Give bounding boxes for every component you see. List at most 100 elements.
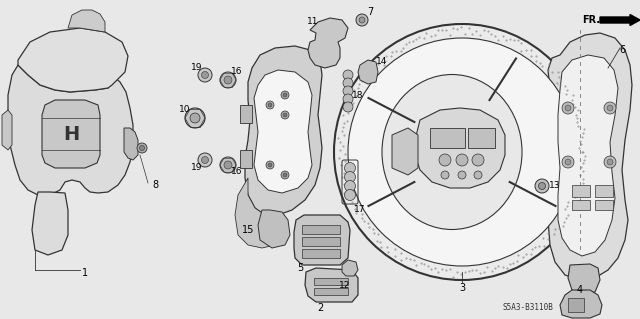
Text: 4: 4	[577, 285, 583, 295]
Polygon shape	[32, 192, 68, 255]
Text: H: H	[63, 124, 79, 144]
Circle shape	[456, 154, 468, 166]
Circle shape	[190, 113, 200, 123]
Circle shape	[344, 162, 355, 174]
Text: 2: 2	[317, 303, 323, 313]
Text: 19: 19	[191, 63, 203, 72]
Polygon shape	[294, 215, 350, 265]
Circle shape	[343, 78, 353, 88]
Circle shape	[607, 159, 613, 165]
Polygon shape	[415, 108, 505, 188]
Circle shape	[334, 24, 590, 280]
Polygon shape	[468, 128, 495, 148]
Text: 12: 12	[339, 280, 351, 290]
Polygon shape	[8, 65, 133, 195]
Circle shape	[565, 159, 571, 165]
Circle shape	[198, 153, 212, 167]
Polygon shape	[568, 298, 584, 312]
Circle shape	[344, 172, 355, 182]
Text: 7: 7	[367, 7, 373, 17]
Circle shape	[535, 179, 549, 193]
Circle shape	[439, 154, 451, 166]
Polygon shape	[254, 70, 312, 193]
Circle shape	[356, 14, 368, 26]
Polygon shape	[392, 128, 418, 175]
Text: 10: 10	[179, 106, 191, 115]
Polygon shape	[42, 100, 100, 168]
Circle shape	[562, 102, 574, 114]
Circle shape	[343, 70, 353, 80]
Circle shape	[458, 171, 466, 179]
Polygon shape	[18, 28, 128, 92]
Polygon shape	[572, 200, 590, 210]
Polygon shape	[314, 288, 348, 295]
Circle shape	[224, 76, 232, 84]
Polygon shape	[595, 200, 613, 210]
Polygon shape	[358, 60, 378, 84]
Circle shape	[538, 182, 545, 189]
Circle shape	[472, 154, 484, 166]
Polygon shape	[68, 10, 105, 32]
Text: S5A3-B3110B: S5A3-B3110B	[502, 303, 554, 313]
Polygon shape	[560, 290, 602, 318]
Polygon shape	[568, 264, 600, 295]
Text: 15: 15	[242, 225, 254, 235]
Polygon shape	[240, 150, 252, 168]
Circle shape	[281, 91, 289, 99]
Circle shape	[268, 163, 272, 167]
Circle shape	[604, 156, 616, 168]
Polygon shape	[302, 249, 340, 258]
Text: 17: 17	[355, 205, 365, 214]
Text: 3: 3	[459, 283, 465, 293]
Polygon shape	[558, 55, 618, 256]
Polygon shape	[308, 18, 348, 68]
Polygon shape	[305, 268, 358, 302]
Polygon shape	[245, 46, 322, 215]
Circle shape	[220, 157, 236, 173]
Polygon shape	[258, 210, 290, 248]
Circle shape	[198, 68, 212, 82]
Text: 13: 13	[549, 182, 561, 190]
Circle shape	[344, 189, 355, 201]
Circle shape	[607, 105, 613, 111]
Circle shape	[202, 71, 209, 78]
Circle shape	[562, 156, 574, 168]
Circle shape	[266, 101, 274, 109]
Polygon shape	[240, 105, 252, 123]
Circle shape	[359, 17, 365, 23]
Circle shape	[281, 171, 289, 179]
Circle shape	[137, 143, 147, 153]
Circle shape	[283, 93, 287, 97]
Circle shape	[140, 145, 145, 151]
Circle shape	[268, 103, 272, 107]
Circle shape	[343, 102, 353, 112]
Circle shape	[565, 105, 571, 111]
FancyArrow shape	[600, 14, 640, 26]
Circle shape	[343, 94, 353, 104]
Text: 11: 11	[307, 18, 319, 26]
Ellipse shape	[382, 75, 522, 229]
Text: 8: 8	[152, 180, 158, 190]
Circle shape	[344, 181, 355, 191]
Polygon shape	[302, 225, 340, 234]
Text: 16: 16	[231, 167, 243, 176]
Circle shape	[604, 102, 616, 114]
Polygon shape	[572, 185, 590, 197]
Text: 6: 6	[619, 45, 625, 55]
Circle shape	[283, 173, 287, 177]
Circle shape	[281, 111, 289, 119]
Circle shape	[343, 86, 353, 96]
Polygon shape	[342, 260, 358, 276]
Circle shape	[283, 113, 287, 117]
Circle shape	[266, 161, 274, 169]
Polygon shape	[430, 128, 465, 148]
Circle shape	[474, 171, 482, 179]
Polygon shape	[2, 110, 12, 150]
Text: 5: 5	[297, 263, 303, 273]
Polygon shape	[595, 185, 613, 197]
Text: 1: 1	[82, 268, 88, 278]
Circle shape	[185, 108, 205, 128]
Circle shape	[224, 161, 232, 169]
Text: 14: 14	[376, 57, 388, 66]
Text: FR.: FR.	[582, 15, 600, 25]
